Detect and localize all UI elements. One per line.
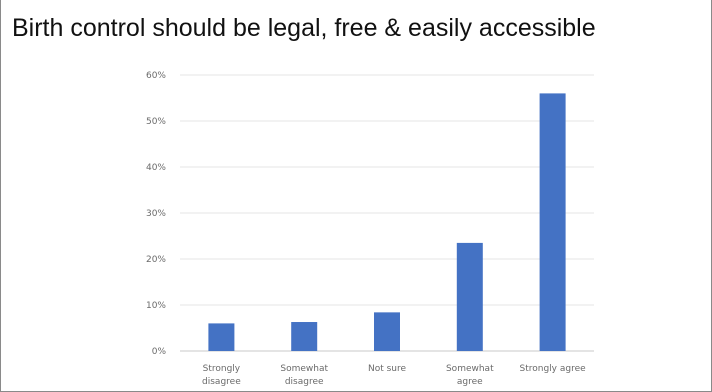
x-category-label: Somewhat disagree: [280, 364, 328, 387]
bar: [208, 323, 235, 351]
y-tick-label: 20%: [146, 255, 166, 265]
y-tick-label: 10%: [146, 301, 166, 311]
bars: [208, 93, 566, 352]
y-tick-label: 0%: [152, 347, 167, 357]
bar: [539, 93, 566, 352]
x-category-label: Strongly disagree: [202, 364, 241, 387]
bar: [456, 242, 483, 351]
chart-title: Birth control should be legal, free & ea…: [12, 14, 596, 42]
gridlines: [180, 74, 594, 352]
x-category-label: Somewhat agree: [446, 364, 494, 387]
y-tick-label: 50%: [146, 117, 166, 127]
y-tick-label: 60%: [146, 71, 166, 81]
y-axis-ticks: 0% 10% 20% 30% 40% 50% 60%: [146, 71, 166, 357]
x-axis-labels: Strongly disagree Somewhat disagree Not sure…: [202, 364, 586, 387]
y-tick-label: 40%: [146, 163, 166, 173]
x-category-label: Not sure: [368, 364, 407, 374]
bar: [374, 312, 400, 351]
x-category-label: Strongly agree: [520, 364, 587, 374]
y-tick-label: 30%: [146, 209, 166, 219]
bar: [291, 322, 318, 351]
